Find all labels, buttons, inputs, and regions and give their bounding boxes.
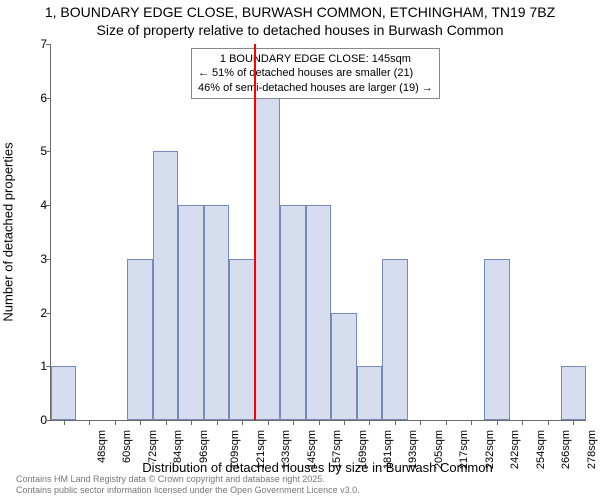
reference-line	[254, 44, 256, 420]
y-tick-label: 1	[27, 359, 47, 373]
x-tick-mark	[395, 420, 396, 425]
x-tick-mark	[293, 420, 294, 425]
x-tick-label: 48sqm	[96, 430, 108, 463]
histogram-bar	[331, 313, 356, 420]
x-tick-label: 60sqm	[121, 430, 133, 463]
y-tick-mark	[46, 98, 51, 99]
x-tick-mark	[548, 420, 549, 425]
y-tick-label: 6	[27, 91, 47, 105]
histogram-bar	[306, 205, 331, 420]
y-tick-mark	[46, 313, 51, 314]
y-tick-label: 7	[27, 37, 47, 51]
histogram-bar	[153, 151, 178, 420]
x-tick-mark	[471, 420, 472, 425]
chart-title-line1: 1, BOUNDARY EDGE CLOSE, BURWASH COMMON, …	[0, 4, 600, 20]
footer-attribution: Contains HM Land Registry data © Crown c…	[16, 474, 360, 496]
y-tick-mark	[46, 366, 51, 367]
histogram-bar	[204, 205, 229, 420]
y-tick-label: 4	[27, 198, 47, 212]
histogram-bar	[280, 205, 305, 420]
x-tick-mark	[166, 420, 167, 425]
legend-line-2: ← 51% of detached houses are smaller (21…	[198, 66, 433, 80]
x-tick-mark	[191, 420, 192, 425]
legend-line-3: 46% of semi-detached houses are larger (…	[198, 81, 433, 95]
x-tick-mark	[522, 420, 523, 425]
histogram-bar	[178, 205, 203, 420]
y-tick-label: 5	[27, 144, 47, 158]
x-tick-mark	[420, 420, 421, 425]
y-tick-mark	[46, 259, 51, 260]
x-tick-mark	[446, 420, 447, 425]
y-tick-mark	[46, 151, 51, 152]
histogram-bar	[357, 366, 382, 420]
plot-area: 1 BOUNDARY EDGE CLOSE: 145sqm ← 51% of d…	[50, 44, 586, 421]
x-tick-label: 84sqm	[172, 430, 184, 463]
x-tick-mark	[217, 420, 218, 425]
histogram-bar	[561, 366, 586, 420]
histogram-bar	[484, 259, 509, 420]
y-tick-label: 2	[27, 306, 47, 320]
y-tick-mark	[46, 420, 51, 421]
footer-line-2: Contains public sector information licen…	[16, 485, 360, 496]
bars-group	[51, 44, 586, 420]
histogram-bar	[255, 98, 280, 420]
x-tick-label: 278sqm	[586, 430, 598, 469]
y-tick-label: 3	[27, 252, 47, 266]
x-tick-mark	[369, 420, 370, 425]
histogram-bar	[229, 259, 254, 420]
histogram-bar	[127, 259, 152, 420]
x-tick-mark	[497, 420, 498, 425]
chart-title-line2: Size of property relative to detached ho…	[0, 22, 600, 38]
footer-line-1: Contains HM Land Registry data © Crown c…	[16, 474, 360, 485]
x-tick-mark	[573, 420, 574, 425]
x-tick-mark	[242, 420, 243, 425]
x-tick-mark	[64, 420, 65, 425]
legend-box: 1 BOUNDARY EDGE CLOSE: 145sqm ← 51% of d…	[191, 48, 440, 99]
y-axis-label: Number of detached properties	[1, 142, 16, 321]
x-axis-label: Distribution of detached houses by size …	[50, 460, 585, 475]
y-tick-mark	[46, 205, 51, 206]
x-tick-mark	[140, 420, 141, 425]
x-tick-mark	[344, 420, 345, 425]
y-tick-label: 0	[27, 413, 47, 427]
x-tick-mark	[319, 420, 320, 425]
x-tick-mark	[268, 420, 269, 425]
histogram-bar	[382, 259, 407, 420]
x-tick-mark	[115, 420, 116, 425]
y-tick-mark	[46, 44, 51, 45]
legend-line-1: 1 BOUNDARY EDGE CLOSE: 145sqm	[198, 52, 433, 66]
x-tick-label: 96sqm	[198, 430, 210, 463]
histogram-bar	[51, 366, 76, 420]
x-tick-mark	[89, 420, 90, 425]
x-tick-label: 72sqm	[147, 430, 159, 463]
